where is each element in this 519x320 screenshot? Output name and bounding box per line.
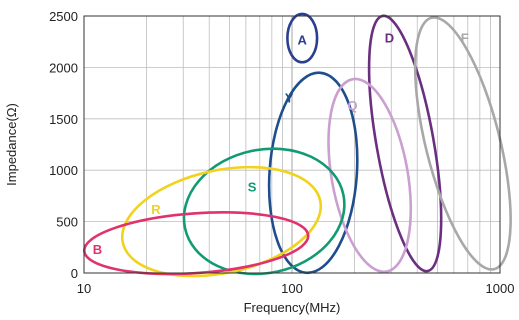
plot-frame [83,15,501,274]
region-label-s: S [248,180,257,195]
region-ellipse-b [82,211,310,276]
region-label-y: Y [285,91,294,106]
region-label-a: A [298,32,308,47]
region-ellipse-s [182,147,346,276]
x-axis-label: Frequency(MHz) [244,300,341,315]
x-tick-label: 10 [77,281,91,296]
y-tick-label: 1000 [49,163,78,178]
region-ellipse-q [327,77,413,274]
region-label-q: Q [347,98,357,113]
region-ellipse-f [413,16,512,271]
y-tick-label: 2500 [49,9,78,24]
region-label-r: R [151,202,161,217]
x-tick-label: 100 [281,281,303,296]
region-ellipse-d [367,14,443,273]
region-label-d: D [385,30,394,45]
region-labels: A Y D F Q S R B [93,30,469,257]
y-tick-label: 1500 [49,112,78,127]
y-axis-label: Impedance(Ω) [4,103,19,186]
y-tick-label: 500 [56,215,78,230]
y-tick-label: 0 [71,266,78,281]
region-label-f: F [461,30,469,45]
region-ellipse-r [120,165,323,278]
region-label-b: B [93,242,102,257]
region-ellipse-a [286,12,319,64]
y-tick-label: 2000 [49,60,78,75]
tick-labels: 10 100 1000 0 500 1000 1500 2000 2500 [49,9,514,296]
x-tick-label: 1000 [486,281,515,296]
